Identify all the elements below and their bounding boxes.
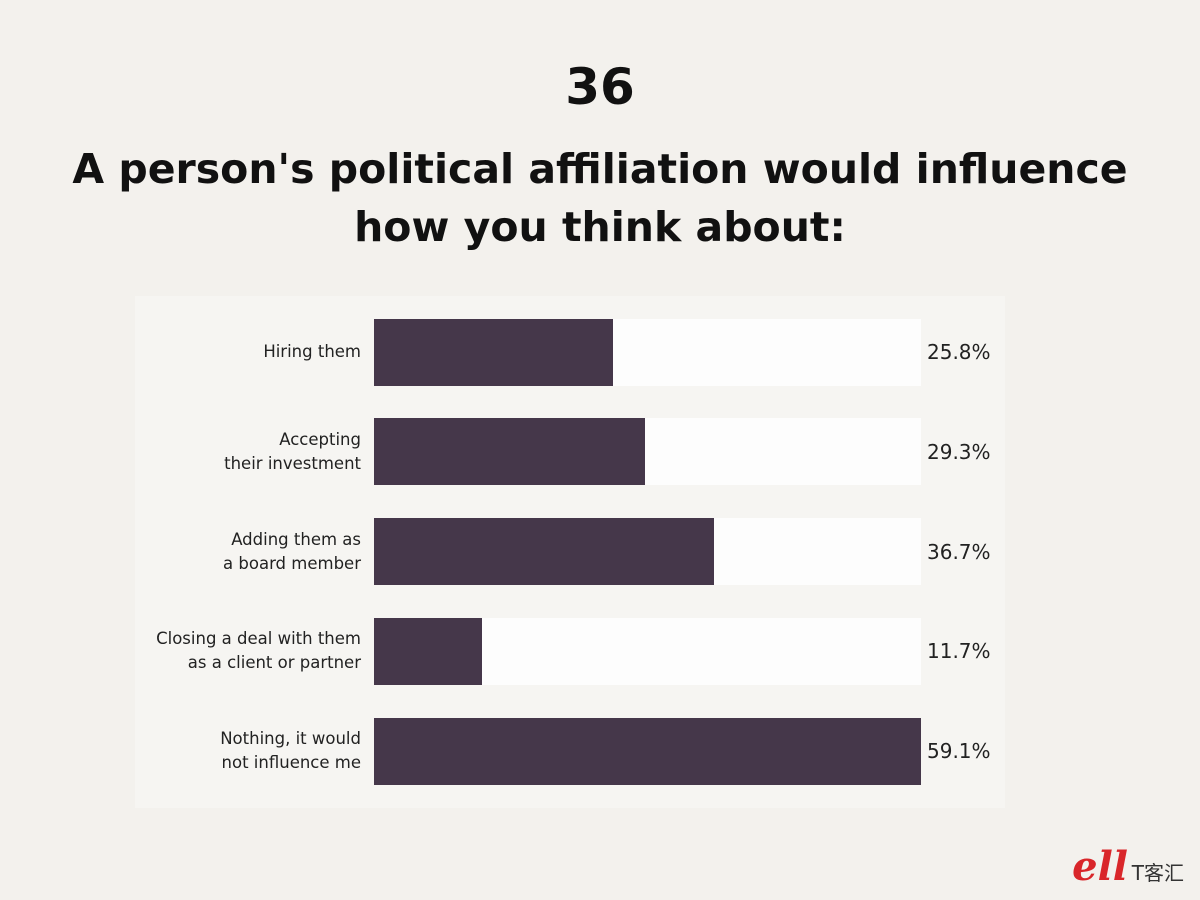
logo: ell xyxy=(1072,843,1128,890)
category-label: Nothing, it would not influence me xyxy=(220,729,361,773)
category-label: Adding them as a board member xyxy=(223,529,361,573)
category-label: Closing a deal with them as a client or … xyxy=(156,629,361,673)
category-label: Hiring them xyxy=(263,342,361,361)
value-label: 25.8% xyxy=(927,340,991,364)
bar xyxy=(374,418,646,486)
bar xyxy=(374,617,483,685)
value-label: 36.7% xyxy=(927,539,991,564)
value-label: 59.1% xyxy=(927,739,991,764)
chart-number: 36 xyxy=(565,58,635,116)
bar xyxy=(374,518,714,586)
value-label: 11.7% xyxy=(927,639,991,664)
bar xyxy=(374,318,613,386)
value-label: 29.3% xyxy=(927,439,991,464)
watermark: T客汇 xyxy=(1131,861,1184,885)
bar xyxy=(374,717,921,785)
category-label: Accepting their investment xyxy=(224,429,361,473)
chart-title: A person's political affiliation would i… xyxy=(72,145,1128,251)
